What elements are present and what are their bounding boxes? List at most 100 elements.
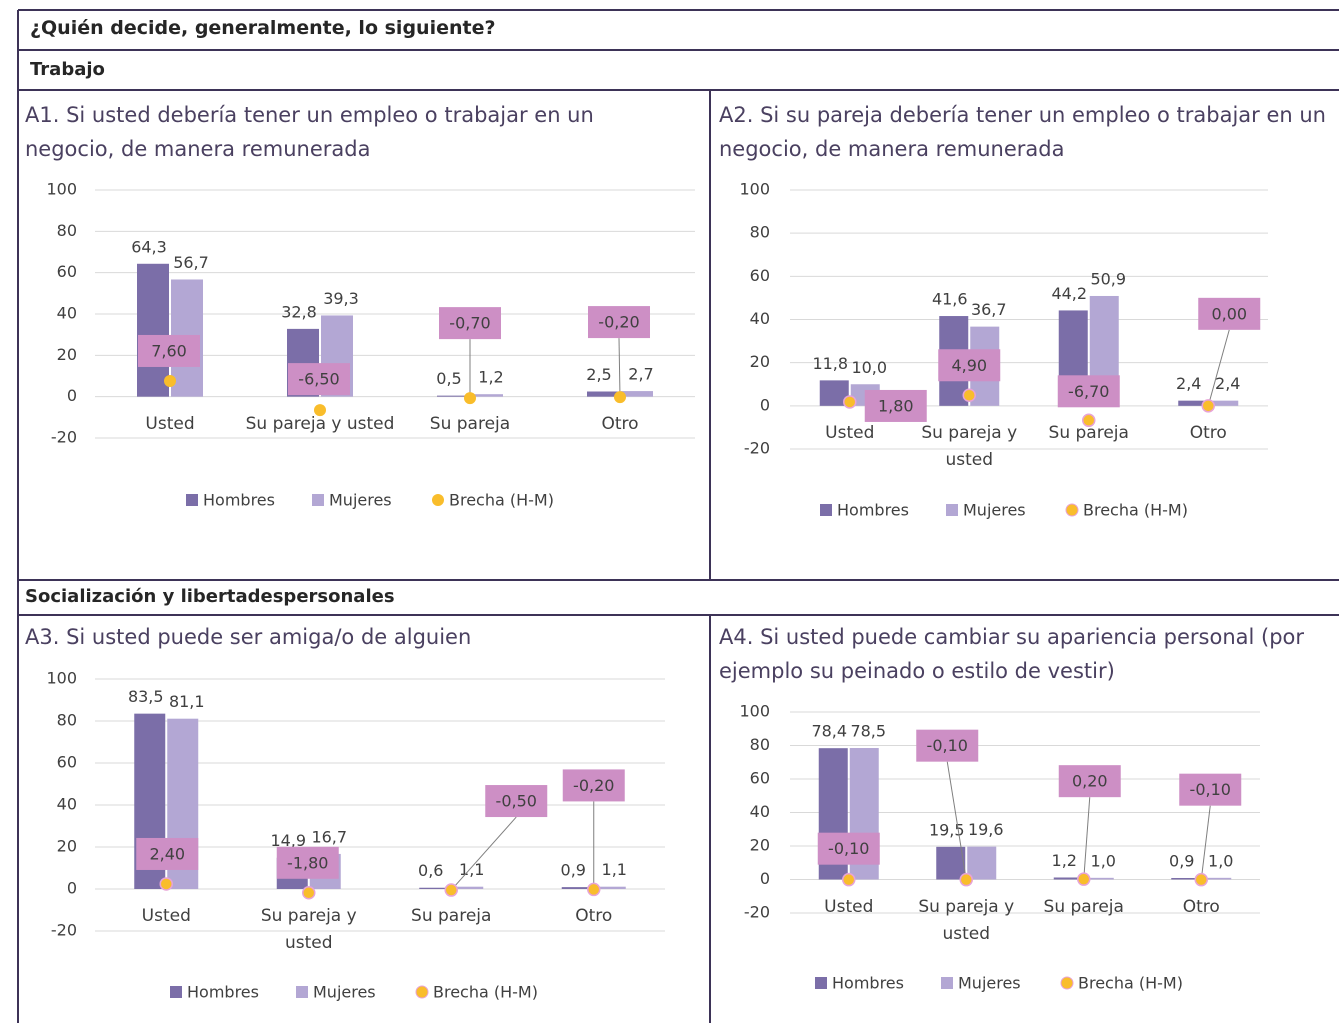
x-tick-label: Su pareja (1043, 896, 1124, 917)
x-tick-label: Otro (601, 413, 639, 434)
data-label-box (1198, 297, 1261, 330)
y-tick-label: 80 (750, 223, 770, 242)
point (587, 882, 601, 897)
x-tick-label: Su pareja y usted (918, 896, 1015, 944)
data-label: 4,90 (951, 356, 987, 375)
y-tick-label: 60 (57, 262, 77, 281)
data-label-box (485, 785, 548, 818)
point (843, 395, 857, 409)
data-label-box (562, 769, 625, 802)
data-label: 78,4 (811, 722, 847, 741)
section-title: Socialización y libertadespersonales (25, 586, 395, 607)
y-tick-label: 60 (750, 266, 770, 285)
leader-line (1200, 805, 1211, 880)
leader-line (618, 338, 621, 398)
frame (17, 9, 1339, 1023)
y-tick-label: 40 (57, 304, 77, 323)
data-label: 2,5 (586, 365, 611, 384)
data-label: 19,5 (929, 820, 965, 839)
x-tick-label: Su pareja y usted (245, 413, 395, 434)
y-tick-label: 40 (750, 309, 770, 328)
data-label: 41,6 (932, 290, 968, 309)
data-label-box (136, 837, 199, 870)
legend-label: Brecha (H-M) (1078, 974, 1183, 993)
legend-marker (1060, 976, 1074, 990)
data-label: -6,70 (1068, 382, 1109, 401)
data-label: 19,6 (968, 820, 1004, 839)
legend-label: Hombres (187, 983, 259, 1002)
data-label: 81,1 (169, 692, 205, 711)
legend-marker (815, 977, 827, 989)
bar (936, 846, 966, 880)
x-tick-label: Su pareja (429, 413, 511, 434)
data-label: 1,2 (1052, 851, 1077, 870)
y-tick-label: 20 (750, 836, 770, 855)
point (959, 872, 973, 887)
bar (137, 263, 169, 397)
data-label: -0,50 (496, 792, 537, 811)
data-label: 83,5 (128, 687, 164, 706)
point (302, 886, 316, 900)
chart-title: A2. Si su pareja debería tener un empleo… (719, 103, 1326, 161)
x-tick-label: Su pareja y usted (260, 906, 357, 953)
chart-title: A3. Si usted puede ser amiga/o de alguie… (25, 625, 472, 649)
legend-label: Brecha (H-M) (433, 983, 538, 1002)
legend-marker (946, 504, 958, 516)
bar (967, 846, 997, 880)
point (159, 877, 173, 891)
y-tick-label: 60 (750, 769, 770, 788)
legend-label: Brecha (H-M) (1083, 501, 1188, 520)
data-label: -0,10 (1190, 780, 1231, 799)
data-label-box (588, 306, 650, 339)
data-label: 0,5 (436, 369, 461, 388)
data-label: 2,7 (628, 365, 653, 384)
x-tick-label: Usted (824, 896, 874, 917)
data-label: 78,5 (850, 722, 886, 741)
legend-label: Hombres (203, 491, 275, 510)
legend-marker (432, 494, 444, 506)
leader-line (450, 816, 517, 891)
data-label: -0,20 (573, 776, 614, 795)
bar (1178, 400, 1208, 406)
point (614, 391, 626, 404)
leader-line (1083, 797, 1091, 880)
y-tick-label: -20 (51, 921, 77, 940)
legend-label: Hombres (832, 974, 904, 993)
chart-title: A4. Si usted puede cambiar su apariencia… (719, 625, 1305, 683)
y-tick-label: 0 (67, 879, 77, 898)
data-label: 7,60 (151, 341, 187, 360)
bar (561, 887, 593, 889)
data-label: 39,3 (323, 289, 359, 308)
data-label: 0,9 (561, 861, 586, 880)
y-tick-label: 80 (750, 735, 770, 754)
data-label: 2,4 (1215, 374, 1240, 393)
data-label-box (1058, 765, 1121, 798)
y-tick-label: 100 (739, 702, 770, 721)
x-tick-label: Su pareja (1048, 422, 1129, 443)
data-label-box (138, 334, 200, 367)
data-label: 14,9 (270, 831, 306, 850)
y-tick-label: 80 (57, 221, 77, 240)
legend-marker (415, 985, 429, 999)
data-label: 0,20 (1072, 772, 1108, 791)
legend-label: Mujeres (313, 983, 376, 1002)
point (464, 392, 476, 405)
data-label-box (938, 349, 1001, 382)
data-label: -0,70 (449, 314, 490, 333)
chart-title: A1. Si usted debería tener un empleo o t… (25, 103, 594, 161)
y-tick-label: 40 (750, 802, 770, 821)
data-label-box (864, 389, 927, 422)
data-label: -0,10 (828, 839, 869, 858)
legend-marker (1065, 503, 1079, 517)
y-tick-label: -20 (51, 428, 77, 447)
y-tick-label: 20 (750, 352, 770, 371)
data-label: 2,4 (1176, 374, 1201, 393)
data-label-box (276, 846, 339, 879)
data-label: 1,2 (478, 368, 503, 387)
data-label: 1,1 (602, 860, 627, 879)
y-tick-label: -20 (744, 439, 770, 458)
x-tick-label: Otro (1182, 896, 1220, 917)
data-label: 1,0 (1208, 851, 1233, 870)
x-tick-label: Otro (575, 906, 613, 926)
